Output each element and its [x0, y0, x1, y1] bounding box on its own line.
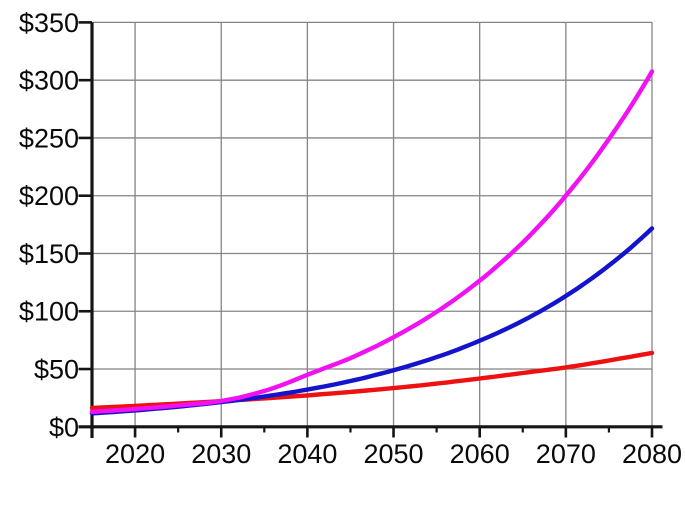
x-axis-tick-label: 2030	[191, 439, 251, 469]
x-axis-tick-label: 2050	[363, 439, 423, 469]
y-axis-tick-label: $150	[19, 239, 79, 269]
x-axis-tick-label: 2070	[536, 439, 596, 469]
y-axis-tick-label: $50	[34, 354, 79, 384]
x-axis-tick-label: 2040	[277, 439, 337, 469]
magenta-series-line	[89, 69, 655, 414]
y-axis-tick-label: $0	[49, 412, 79, 442]
x-axis-tick-label: 2060	[450, 439, 510, 469]
red-series-line	[89, 350, 655, 411]
y-axis-tick-label: $300	[19, 66, 79, 96]
y-axis-tick-label: $100	[19, 297, 79, 327]
y-axis-tick-label: $350	[19, 8, 79, 38]
blue-series-line	[89, 226, 655, 416]
x-axis-tick-label: 2020	[105, 439, 165, 469]
x-axis-tick-label: 2080	[622, 439, 682, 469]
y-axis-tick-label: $250	[19, 123, 79, 153]
y-axis-tick-label: $200	[19, 181, 79, 211]
